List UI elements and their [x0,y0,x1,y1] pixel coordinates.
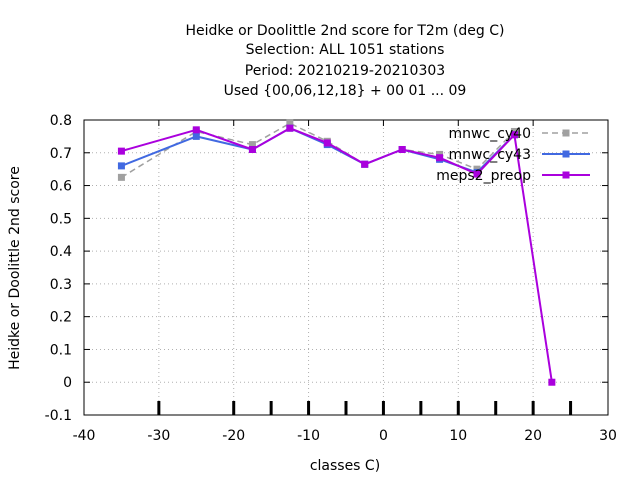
x-tick-label: -20 [222,428,245,444]
grid-layer [83,119,609,416]
data-point [473,170,481,178]
y-axis-label: Heidke or Doolittle 2nd score [7,166,23,370]
legend-item: meps2_preop [436,168,590,184]
data-point [286,124,294,132]
legend-swatch-marker [562,171,570,179]
data-point [117,147,125,155]
legend-item: mnwc_cy40 [449,126,590,142]
data-point [510,131,518,139]
chart-title: Heidke or Doolittle 2nd score for T2m (d… [186,23,505,99]
class-tick-layer [157,401,573,415]
data-point [117,162,125,170]
axis-tick-layer: -0.1 0 0.1 0.2 0.3 0.4 0.5 0.6 0.7 0.8 -40 -30 -20 -1… [45,113,617,444]
x-axis-label: classes C) [310,458,380,474]
data-point [398,146,406,153]
data-point [436,154,444,162]
y-tick-label: 0.3 [50,277,72,293]
plot-frame [83,119,609,416]
y-tick-label: -0.1 [45,408,72,424]
y-tick-label: 0.5 [50,211,72,227]
legend-item: mnwc_cy43 [449,147,590,163]
x-tick-label: -30 [147,428,170,444]
y-tick-label: 0.8 [50,113,72,129]
title-line-1: Heidke or Doolittle 2nd score for T2m (d… [186,23,505,39]
y-tick-label: 0 [63,375,72,391]
title-line-2: Selection: ALL 1051 stations [246,42,445,58]
legend-swatch-marker [562,129,570,137]
series-layer [117,119,556,386]
data-point [192,132,200,140]
series-line [121,127,553,383]
y-tick-label: 0.2 [50,310,72,326]
x-tick-label: 30 [599,428,617,444]
legend: mnwc_cy40 mnwc_cy43 meps2_preop [436,126,590,184]
x-tick-label: -10 [297,428,320,444]
data-point [548,378,556,386]
data-point [192,126,200,134]
y-tick-label: 0.6 [50,179,72,195]
y-tick-label: 0.7 [50,146,72,162]
data-point [323,139,331,147]
x-tick-label: -40 [73,428,96,444]
data-point [248,146,256,153]
legend-label: meps2_preop [436,168,531,184]
data-point [286,119,294,127]
title-line-4: Used {00,06,12,18} + 00 01 ... 09 [224,83,467,99]
x-tick-label: 20 [524,428,542,444]
data-point [361,160,369,168]
legend-label: mnwc_cy43 [449,147,531,163]
x-tick-label: 0 [379,428,388,444]
data-point [248,141,256,149]
series-meps2_preop [117,124,556,386]
title-line-3: Period: 20210219-20210303 [245,63,445,79]
y-tick-label: 0.1 [50,342,72,358]
y-tick-label: 0.4 [50,244,72,260]
x-tick-label: 10 [449,428,467,444]
data-point [117,173,125,181]
legend-swatch-marker [562,150,570,158]
legend-label: mnwc_cy40 [449,126,531,142]
